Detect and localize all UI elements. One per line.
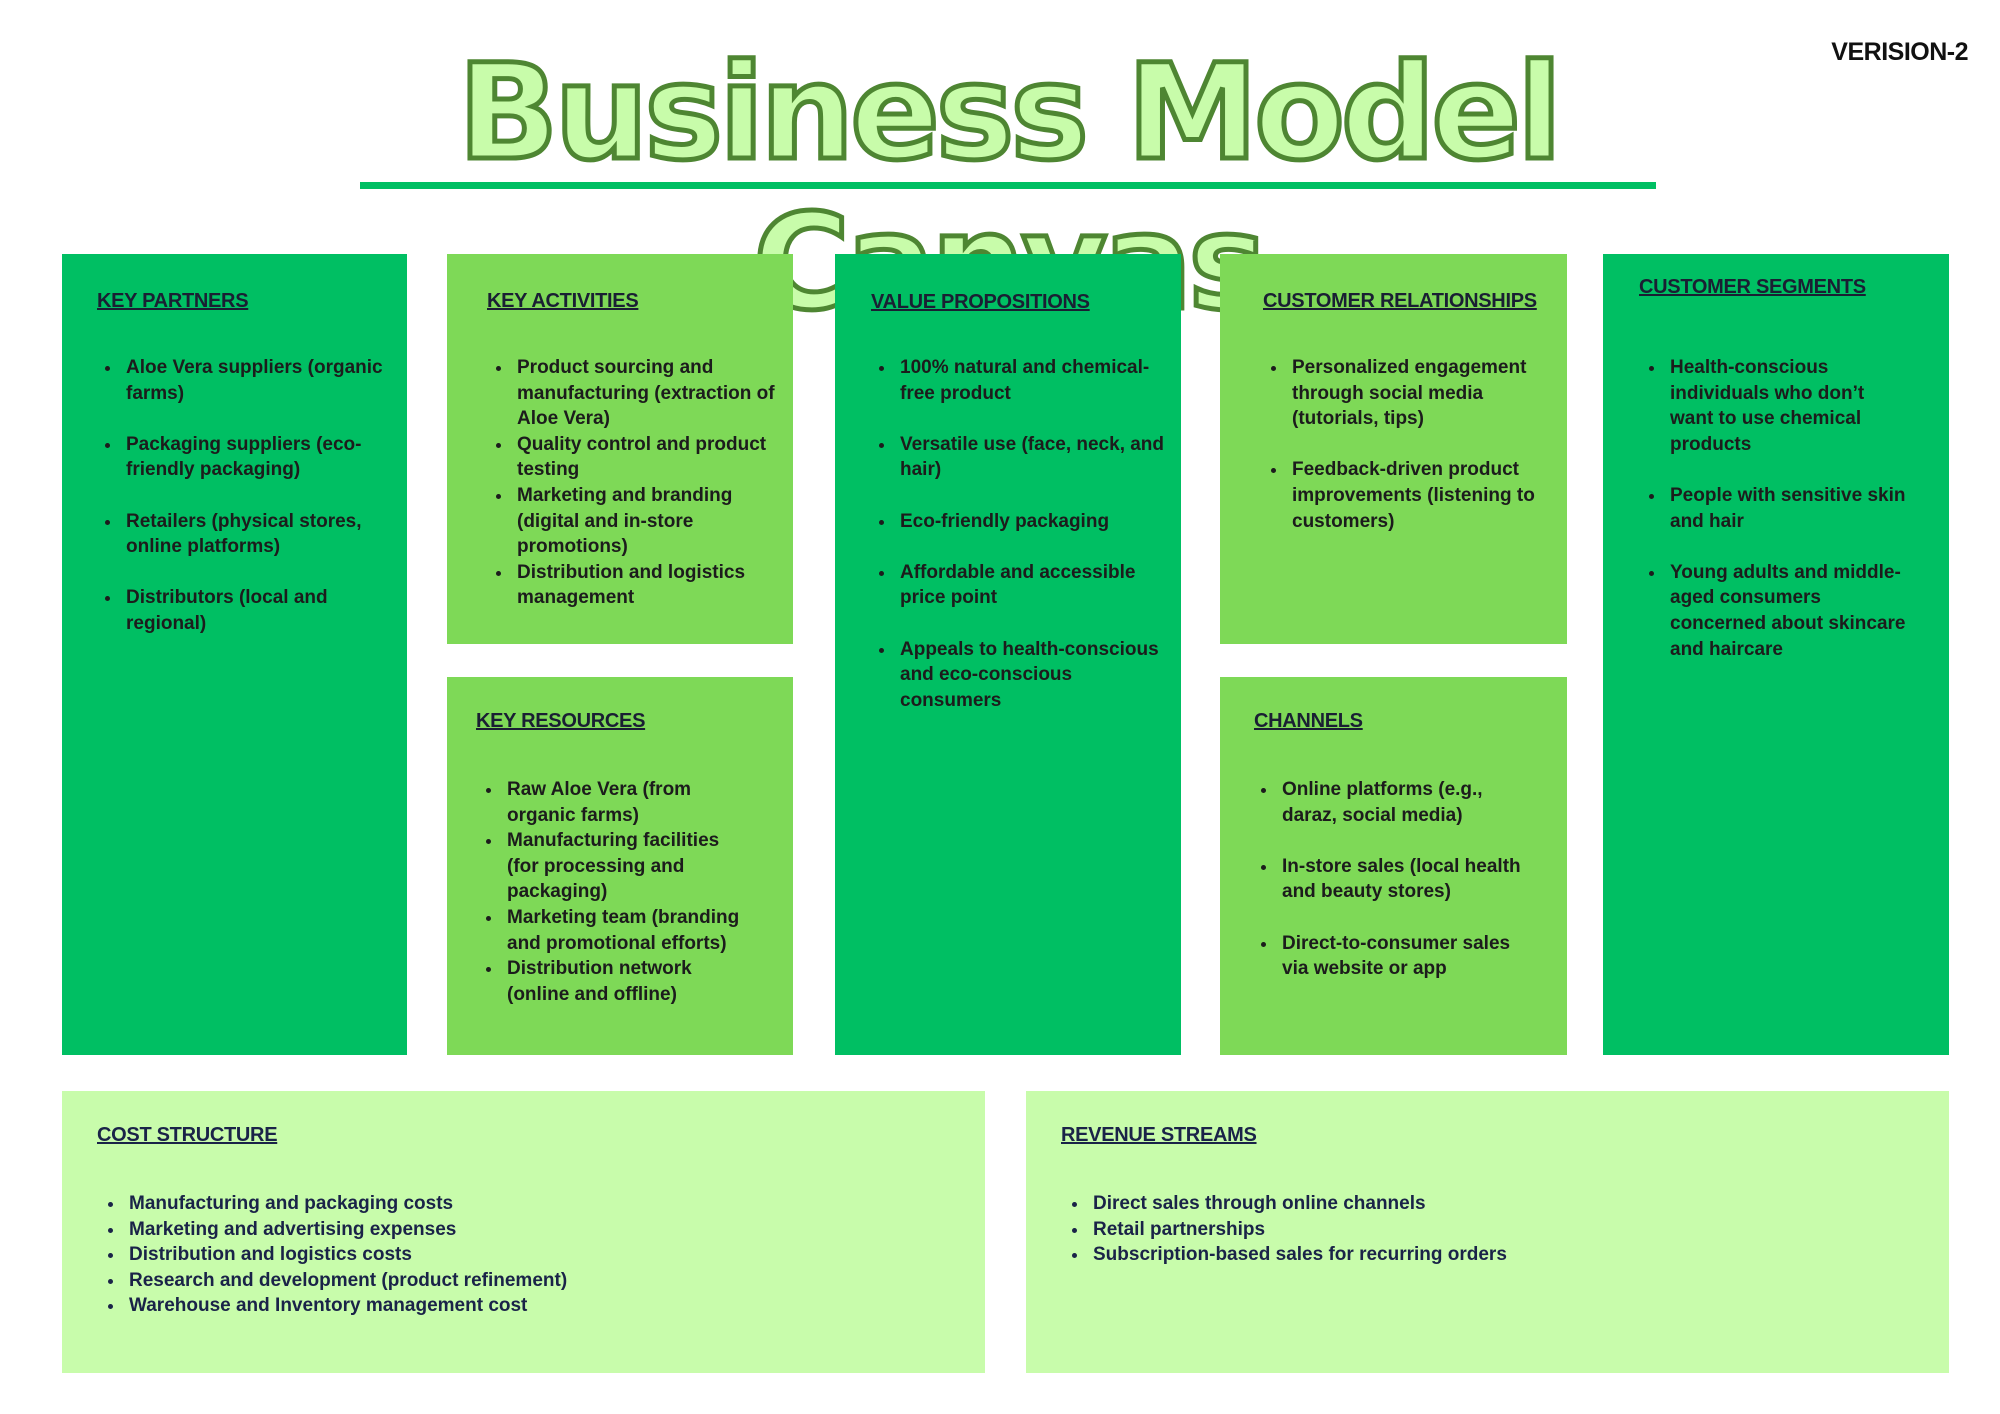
revenue-streams-heading: REVENUE STREAMS (1061, 1124, 1257, 1146)
list-item: Manufacturing and packaging costs (125, 1191, 825, 1217)
list-item: Research and development (product refine… (125, 1268, 825, 1294)
key-resources-heading: KEY RESOURCES (476, 710, 646, 732)
channels-box: CHANNELS Online platforms (e.g., daraz, … (1220, 677, 1567, 1055)
key-activities-box: KEY ACTIVITIES Product sourcing and manu… (447, 254, 793, 644)
cost-structure-box: COST STRUCTURE Manufacturing and packagi… (62, 1091, 985, 1373)
value-propositions-box: VALUE PROPOSITIONS 100% natural and chem… (835, 254, 1181, 1055)
list-item: Distribution and logistics costs (125, 1242, 825, 1268)
key-partners-heading: KEY PARTNERS (97, 290, 249, 312)
list-item: Appeals to health-conscious and eco-cons… (896, 637, 1176, 714)
value-propositions-list: 100% natural and chemical-free product V… (871, 355, 1176, 713)
cost-structure-list: Manufacturing and packaging costs Market… (100, 1191, 825, 1319)
list-item: In-store sales (local health and beauty … (1278, 854, 1538, 905)
cost-structure-heading: COST STRUCTURE (97, 1124, 278, 1146)
list-item: Distributors (local and regional) (122, 585, 397, 636)
list-item: Direct sales through online channels (1089, 1191, 1789, 1217)
list-item: Quality control and product testing (513, 432, 791, 483)
key-resources-box: KEY RESOURCES Raw Aloe Vera (from organi… (447, 677, 793, 1055)
revenue-streams-box: REVENUE STREAMS Direct sales through onl… (1026, 1091, 1949, 1373)
key-partners-list: Aloe Vera suppliers (organic farms) Pack… (97, 355, 397, 637)
list-item: Raw Aloe Vera (from organic farms) (503, 777, 743, 828)
customer-segments-list: Health-conscious individuals who don’t w… (1641, 355, 1906, 662)
list-item: Personalized engagement through social m… (1288, 355, 1568, 432)
title-underline (360, 182, 1656, 189)
key-partners-box: KEY PARTNERS Aloe Vera suppliers (organi… (62, 254, 407, 1055)
version-label: VERISION-2 (1831, 38, 1968, 66)
list-item: Distribution network (online and offline… (503, 956, 743, 1007)
list-item: Direct-to-consumer sales via website or … (1278, 931, 1538, 982)
list-item: Online platforms (e.g., daraz, social me… (1278, 777, 1538, 828)
list-item: Product sourcing and manufacturing (extr… (513, 355, 791, 432)
channels-list: Online platforms (e.g., daraz, social me… (1253, 777, 1538, 982)
list-item: Aloe Vera suppliers (organic farms) (122, 355, 397, 406)
list-item: Manufacturing facilities (for processing… (503, 828, 743, 905)
list-item: Eco-friendly packaging (896, 509, 1176, 535)
customer-segments-box: CUSTOMER SEGMENTS Health-conscious indiv… (1603, 254, 1949, 1055)
revenue-streams-list: Direct sales through online channels Ret… (1064, 1191, 1789, 1268)
key-resources-list: Raw Aloe Vera (from organic farms) Manuf… (478, 777, 743, 1007)
value-propositions-heading: VALUE PROPOSITIONS (871, 291, 1090, 313)
list-item: Distribution and logistics management (513, 560, 791, 611)
list-item: Health-conscious individuals who don’t w… (1666, 355, 1906, 457)
channels-heading: CHANNELS (1254, 710, 1363, 732)
list-item: Packaging suppliers (eco-friendly packag… (122, 432, 397, 483)
list-item: Warehouse and Inventory management cost (125, 1293, 825, 1319)
list-item: Marketing and advertising expenses (125, 1217, 825, 1243)
list-item: Subscription-based sales for recurring o… (1089, 1242, 1789, 1268)
customer-relationships-heading: CUSTOMER RELATIONSHIPS (1263, 290, 1537, 312)
list-item: Affordable and accessible price point (896, 560, 1176, 611)
customer-relationships-list: Personalized engagement through social m… (1263, 355, 1568, 534)
key-activities-list: Product sourcing and manufacturing (extr… (488, 355, 791, 611)
customer-relationships-box: CUSTOMER RELATIONSHIPS Personalized enga… (1220, 254, 1567, 644)
list-item: Retail partnerships (1089, 1217, 1789, 1243)
list-item: People with sensitive skin and hair (1666, 483, 1906, 534)
list-item: Versatile use (face, neck, and hair) (896, 432, 1176, 483)
list-item: Marketing and branding (digital and in-s… (513, 483, 791, 560)
list-item: Marketing team (branding and promotional… (503, 905, 743, 956)
list-item: Retailers (physical stores, online platf… (122, 509, 397, 560)
list-item: 100% natural and chemical-free product (896, 355, 1176, 406)
list-item: Feedback-driven product improvements (li… (1288, 457, 1568, 534)
list-item: Young adults and middle-aged consumers c… (1666, 560, 1906, 662)
key-activities-heading: KEY ACTIVITIES (487, 290, 639, 312)
customer-segments-heading: CUSTOMER SEGMENTS (1639, 276, 1866, 298)
